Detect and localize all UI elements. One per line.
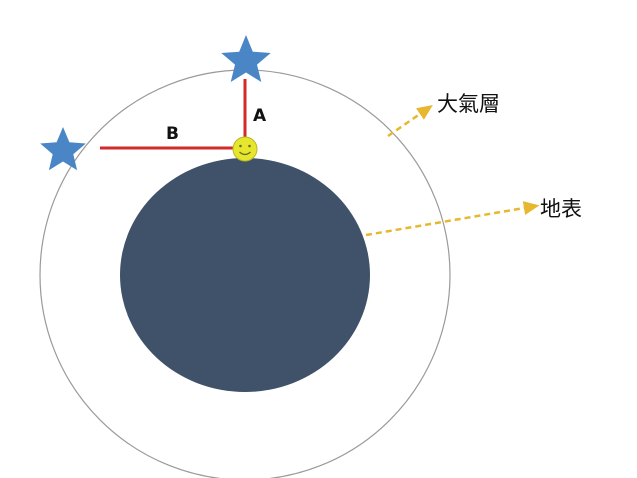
atmosphere-label: 大氣層 <box>437 92 500 116</box>
surface-label: 地表 <box>540 197 582 221</box>
zenith-star-icon <box>221 35 271 82</box>
segment-b-label: B <box>166 124 179 144</box>
observer-smiley-icon <box>232 136 258 162</box>
segment-a-label: A <box>253 106 267 126</box>
atmosphere-arrow-icon <box>387 105 433 138</box>
surface-arrow-icon <box>365 201 540 237</box>
earth-surface <box>120 158 370 392</box>
horizon-star-icon <box>40 127 86 171</box>
